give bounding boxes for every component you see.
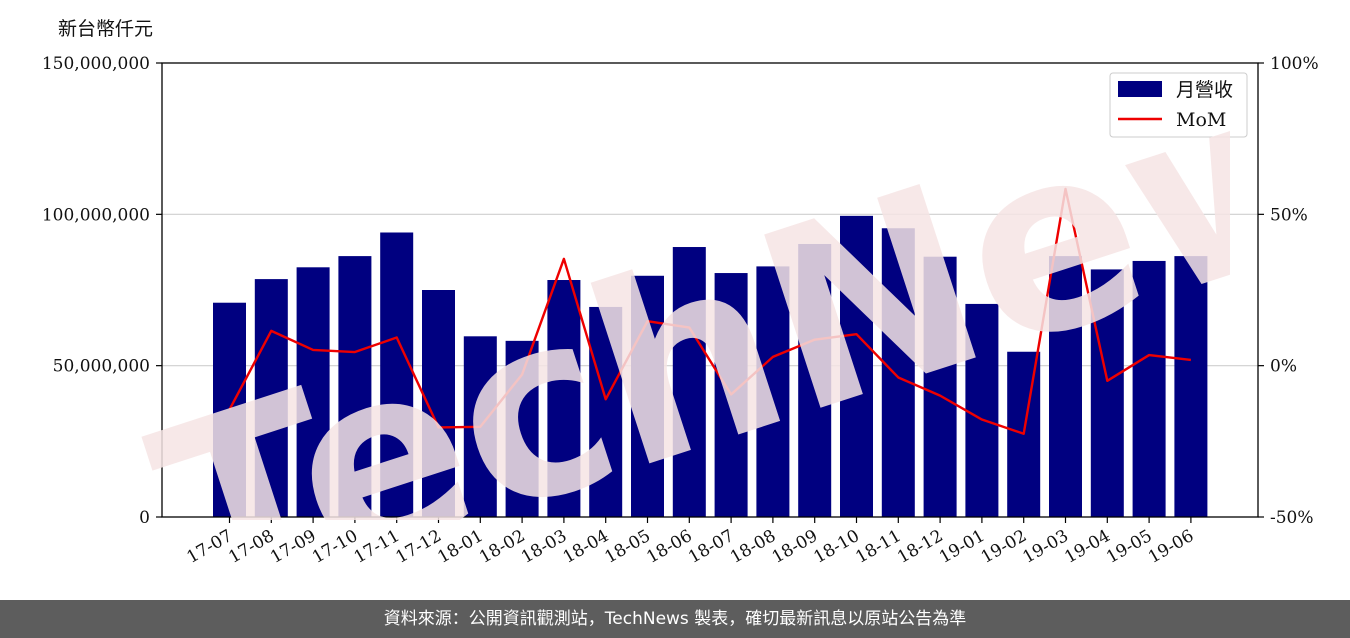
x-tick-label-18-10: 18-10 <box>811 526 863 568</box>
y-left-tick-label: 50,000,000 <box>53 357 150 377</box>
bar-17-10 <box>338 256 372 517</box>
plot-frame <box>161 62 1259 518</box>
x-tick-label-18-09: 18-09 <box>769 526 821 568</box>
bar-18-02 <box>505 340 539 517</box>
bar-19-03 <box>1049 256 1082 517</box>
x-tick-label-19-03: 19-03 <box>1020 526 1072 568</box>
x-tick-label-19-02: 19-02 <box>978 526 1030 568</box>
mom-line-series <box>228 187 1192 435</box>
bar-18-06 <box>672 247 706 517</box>
x-tick-label-18-07: 18-07 <box>685 526 737 568</box>
bar-17-08 <box>254 279 288 517</box>
x-tick-label-18-01: 18-01 <box>434 526 486 568</box>
bar-19-01 <box>965 303 999 517</box>
x-tick-label-17-07: 17-07 <box>184 526 236 568</box>
x-tick-label-17-08: 17-08 <box>225 526 277 568</box>
x-tick-label-19-05: 19-05 <box>1103 526 1155 568</box>
x-tick-label-18-02: 18-02 <box>476 526 528 568</box>
y-left-tick-label: 150,000,000 <box>42 54 150 74</box>
x-tick-label-17-10: 17-10 <box>309 526 361 568</box>
x-tick-label-18-03: 18-03 <box>518 526 570 568</box>
x-tick-label-18-12: 18-12 <box>894 526 946 568</box>
x-tick-label-17-09: 17-09 <box>267 526 319 568</box>
legend-swatch-bar <box>1118 81 1162 97</box>
y-right-tick-label: 100% <box>1270 54 1319 74</box>
x-tick-label-17-11: 17-11 <box>351 526 403 568</box>
bar-series <box>213 215 1208 518</box>
bar-18-03 <box>547 280 581 517</box>
x-tick-label-18-06: 18-06 <box>643 526 695 568</box>
bar-18-10 <box>840 215 873 517</box>
x-tick-label-18-11: 18-11 <box>852 526 904 568</box>
bar-19-05 <box>1132 260 1166 517</box>
x-tick-label-17-12: 17-12 <box>393 526 445 568</box>
y-left-tick-label: 100,000,000 <box>42 205 150 225</box>
mom-line <box>228 187 1192 435</box>
bar-18-04 <box>589 306 623 517</box>
bar-17-11 <box>380 232 414 517</box>
y-right-tick-label: -50% <box>1270 508 1314 528</box>
x-tick-label-18-04: 18-04 <box>560 526 612 568</box>
x-tick-label-19-01: 19-01 <box>936 526 988 568</box>
bar-17-07 <box>213 302 246 517</box>
x-tick-label-18-08: 18-08 <box>727 526 779 568</box>
bar-19-04 <box>1090 269 1124 517</box>
source-footer: 資料來源：公開資訊觀測站，TechNews 製表，確切最新訊息以原站公告為準 <box>0 600 1350 638</box>
legend-label-revenue: 月營收 <box>1176 79 1233 101</box>
y-right-tick-label: 0% <box>1270 357 1297 377</box>
bar-19-06 <box>1174 256 1208 517</box>
y-right-tick-label: 50% <box>1270 205 1308 225</box>
bar-18-08 <box>756 266 790 517</box>
chart-svg: 0 50,000,000 100,000,000 150,000,000 -50% 0% 5… <box>42 54 1319 568</box>
x-tick-label-19-04: 19-04 <box>1061 526 1113 568</box>
bar-18-11 <box>881 228 915 518</box>
y-left-tick-label: 0 <box>139 508 150 528</box>
legend-label-mom: MoM <box>1176 109 1226 131</box>
bar-18-09 <box>798 243 832 517</box>
legend: 月營收 MoM <box>1109 72 1248 138</box>
bar-17-09 <box>296 267 330 517</box>
y-axis-unit-label: 新台幣仟元 <box>58 18 154 40</box>
bar-18-12 <box>923 256 957 517</box>
bar-18-05 <box>631 275 664 517</box>
x-tick-label-18-05: 18-05 <box>602 526 654 568</box>
x-tick-label-19-06: 19-06 <box>1145 526 1197 568</box>
